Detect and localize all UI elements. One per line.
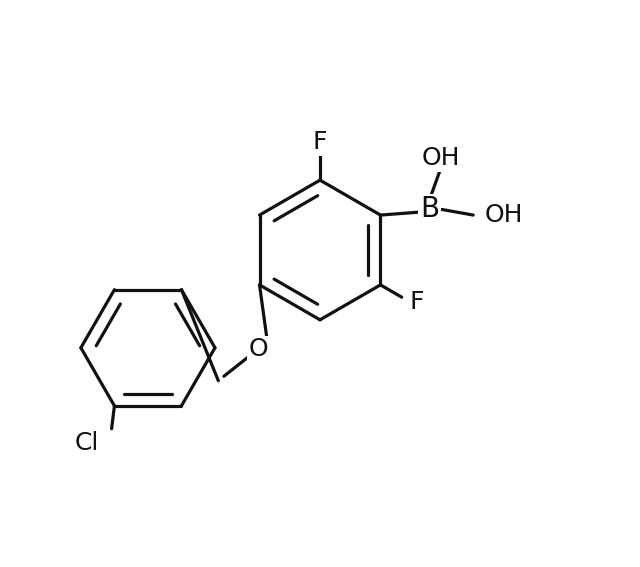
Text: OH: OH [422, 146, 460, 170]
Text: O: O [249, 337, 268, 361]
Text: OH: OH [484, 203, 523, 227]
Text: Cl: Cl [75, 431, 99, 455]
Text: B: B [420, 196, 439, 223]
Text: F: F [410, 290, 424, 314]
Text: F: F [313, 130, 327, 154]
